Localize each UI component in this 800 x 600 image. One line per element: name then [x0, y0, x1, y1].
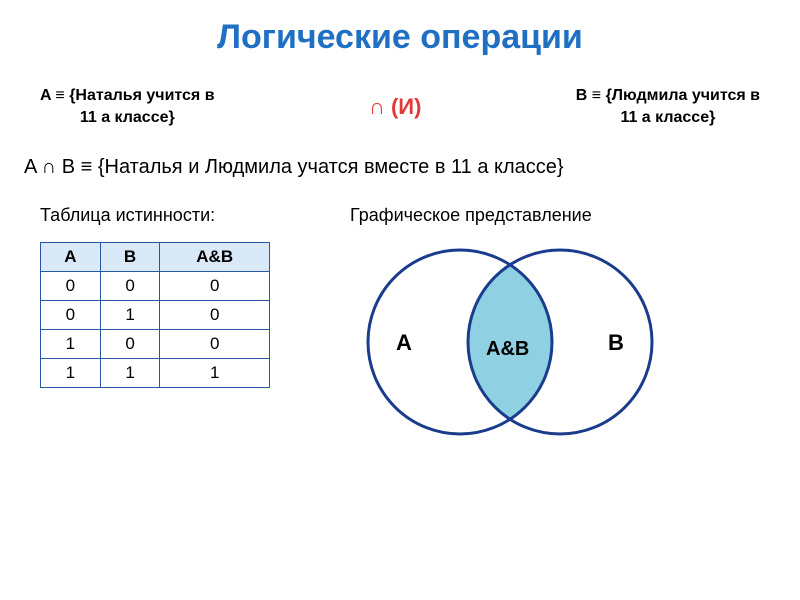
venn-heading: Графическое представление — [350, 205, 760, 226]
truth-table-col-ab: A&B — [160, 243, 270, 272]
definition-a-line2: 11 а классе} — [40, 107, 215, 129]
page-title: Логические операции — [0, 0, 800, 57]
truth-table-header-row: A B A&B — [41, 243, 270, 272]
cell: 0 — [160, 330, 270, 359]
cell: 0 — [160, 301, 270, 330]
definition-a: A ≡ {Наталья учится в 11 а классе} — [40, 85, 215, 128]
venn-label-a: A — [396, 330, 412, 356]
cell: 0 — [100, 330, 160, 359]
truth-table: A B A&B 0 0 0 0 1 0 1 0 0 — [40, 242, 270, 388]
cell: 1 — [100, 359, 160, 388]
cell: 0 — [41, 272, 101, 301]
table-row: 1 1 1 — [41, 359, 270, 388]
table-row: 1 0 0 — [41, 330, 270, 359]
truth-table-col-a: A — [41, 243, 101, 272]
cell: 0 — [160, 272, 270, 301]
venn-label-b: B — [608, 330, 624, 356]
cell: 1 — [100, 301, 160, 330]
table-row: 0 1 0 — [41, 301, 270, 330]
operator-symbol: ∩ (И) — [369, 94, 421, 120]
definition-a-line1: A ≡ {Наталья учится в — [40, 85, 215, 107]
definition-b-line1: B ≡ {Людмила учится в — [576, 85, 760, 107]
table-row: 0 0 0 — [41, 272, 270, 301]
definition-b-line2: 11 а классе} — [576, 107, 760, 129]
venn-label-ab: A&B — [486, 338, 529, 361]
venn-diagram: A B A&B — [350, 242, 670, 452]
columns: Таблица истинности: A B A&B 0 0 0 0 1 0 — [0, 179, 800, 452]
definitions-row: A ≡ {Наталья учится в 11 а классе} ∩ (И)… — [0, 57, 800, 128]
cell: 1 — [41, 330, 101, 359]
truth-table-column: Таблица истинности: A B A&B 0 0 0 0 1 0 — [40, 205, 290, 452]
truth-table-body: 0 0 0 0 1 0 1 0 0 1 1 1 — [41, 272, 270, 388]
cell: 1 — [41, 359, 101, 388]
truth-table-heading: Таблица истинности: — [40, 205, 290, 226]
venn-column: Графическое представление A B A&B — [350, 205, 760, 452]
truth-table-col-b: B — [100, 243, 160, 272]
cell: 0 — [100, 272, 160, 301]
definition-b: B ≡ {Людмила учится в 11 а классе} — [576, 85, 760, 128]
cell: 0 — [41, 301, 101, 330]
statement: A ∩ B ≡ {Наталья и Людмила учатся вместе… — [0, 128, 800, 179]
cell: 1 — [160, 359, 270, 388]
